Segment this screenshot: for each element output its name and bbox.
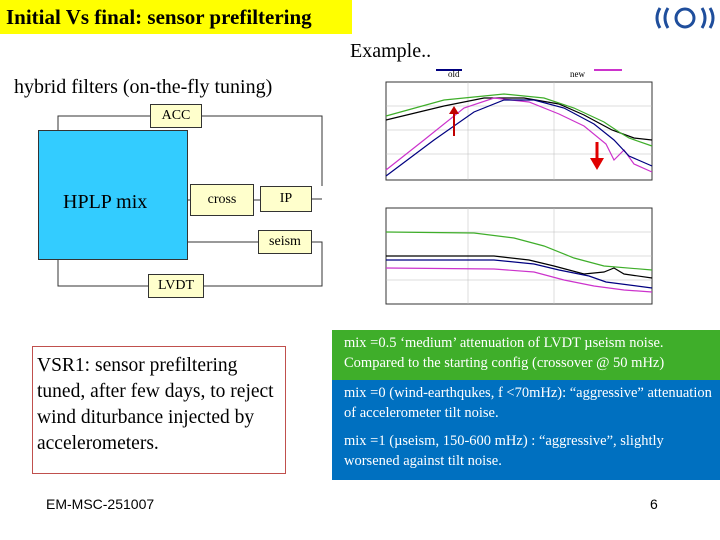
hybrid-filters-label: hybrid filters (on-the-fly tuning) xyxy=(14,76,273,98)
hplp-mix-label: HPLP mix xyxy=(63,191,148,213)
logo-icon xyxy=(655,7,715,29)
cross-box: cross xyxy=(190,184,254,216)
hplp-mix-box: HPLP mix xyxy=(38,130,188,260)
vsr1-description: VSR1: sensor prefiltering tuned, after f… xyxy=(32,346,286,474)
phase-plot xyxy=(385,207,653,305)
note-mix-0: mix =0 (wind-earthqukes, f <70mHz): “agg… xyxy=(332,380,720,428)
magnitude-plot xyxy=(385,81,653,181)
note-mix-0-5: mix =0.5 ‘medium’ attenuation of LVDT µs… xyxy=(332,330,720,380)
slide-title: Initial Vs final: sensor prefiltering xyxy=(0,0,352,34)
seism-box: seism xyxy=(258,230,312,254)
page-number: 6 xyxy=(650,496,658,512)
lvdt-box: LVDT xyxy=(148,274,204,298)
footer-id: EM-MSC-251007 xyxy=(46,496,155,512)
note-mix-1: mix =1 (µseism, 150-600 mHz) : “aggressi… xyxy=(332,428,720,480)
ip-box: IP xyxy=(260,186,312,212)
example-label: Example.. xyxy=(350,40,432,62)
filter-response-plots: old new xyxy=(385,69,653,305)
legend-new: new xyxy=(570,69,585,79)
legend-old: old xyxy=(448,69,460,79)
acc-box: ACC xyxy=(150,104,202,128)
